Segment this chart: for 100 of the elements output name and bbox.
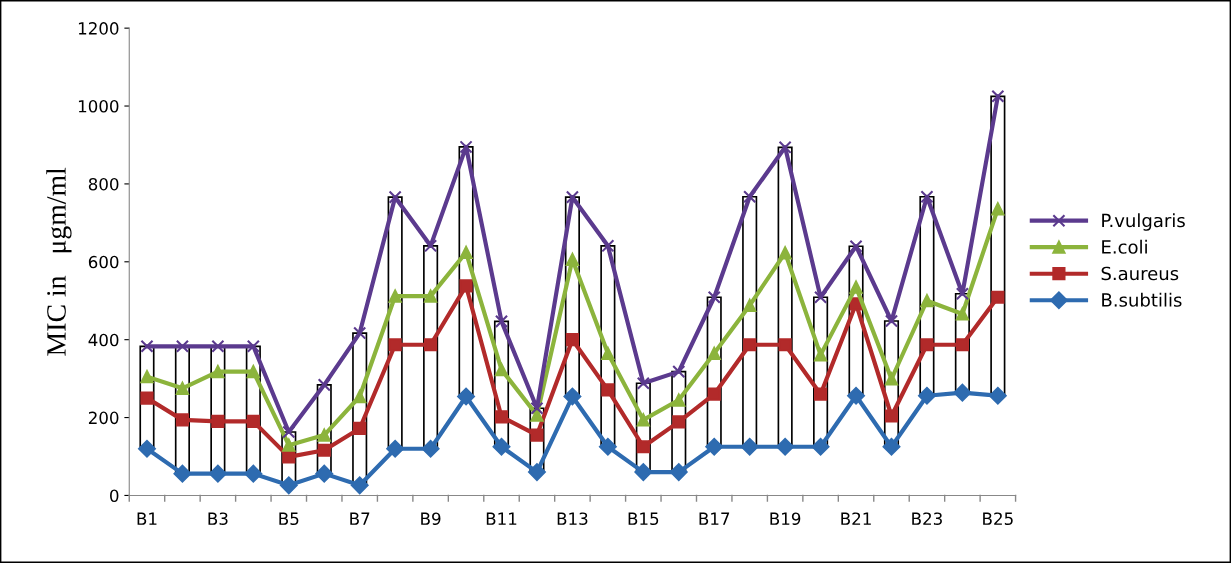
y-tick-label: 600 — [88, 255, 119, 269]
point — [317, 443, 331, 457]
x-tick-label: B13 — [557, 512, 588, 526]
point — [884, 314, 899, 328]
point — [315, 464, 334, 483]
point — [601, 383, 615, 397]
point — [669, 463, 688, 481]
point — [246, 339, 260, 353]
point — [175, 413, 190, 427]
point — [494, 410, 509, 424]
x-tick-label: B11 — [486, 512, 517, 525]
point — [707, 346, 721, 360]
point — [705, 437, 724, 456]
point — [636, 440, 650, 454]
point — [246, 365, 260, 379]
point — [920, 294, 934, 308]
point — [955, 307, 969, 321]
point — [211, 365, 225, 379]
x-tick-label: B23 — [912, 512, 942, 526]
point — [636, 376, 650, 390]
point — [884, 409, 899, 423]
x-tick-label: B3 — [208, 512, 228, 526]
point — [459, 279, 473, 293]
point — [565, 333, 580, 347]
point — [530, 428, 544, 442]
x-tick-label: B1 — [137, 512, 157, 525]
x-tick-label: B25 — [983, 512, 1013, 526]
point — [279, 476, 298, 495]
point — [778, 246, 792, 260]
point — [282, 438, 296, 452]
point — [601, 346, 615, 360]
point — [424, 338, 438, 352]
point — [778, 140, 792, 154]
point — [813, 348, 828, 362]
point — [459, 140, 473, 154]
point — [743, 190, 757, 204]
point — [494, 363, 509, 377]
point — [388, 289, 402, 303]
point — [991, 202, 1005, 216]
point — [421, 439, 440, 458]
point — [317, 378, 331, 392]
x-tick-label: B21 — [841, 512, 871, 525]
y-tick-label: 400 — [88, 333, 119, 347]
point — [955, 338, 969, 352]
point — [208, 464, 227, 483]
x-tick-label: B9 — [421, 512, 441, 526]
point — [849, 239, 863, 253]
x-tick-label: B19 — [770, 512, 801, 526]
x-tick-label: B15 — [628, 512, 659, 526]
point — [634, 463, 653, 481]
point — [317, 428, 331, 442]
point — [991, 89, 1005, 103]
point — [528, 463, 546, 481]
point — [601, 239, 615, 253]
point — [211, 414, 225, 429]
y-tick-label: 1200 — [78, 22, 119, 35]
point — [920, 338, 934, 352]
point — [173, 464, 192, 483]
point — [776, 437, 795, 456]
y-axis-title: MIC in μgm/ml — [46, 167, 72, 356]
point — [492, 437, 511, 456]
point — [140, 391, 154, 405]
point — [282, 425, 296, 439]
point — [175, 381, 190, 395]
point — [920, 190, 934, 204]
x-tick-label: B5 — [279, 512, 299, 526]
point — [353, 421, 367, 436]
point — [388, 190, 402, 204]
point — [565, 190, 580, 204]
point — [811, 437, 830, 456]
point — [849, 280, 863, 294]
point — [636, 413, 650, 427]
x-tick-label: B7 — [350, 512, 370, 525]
legend-label: B.subtilis — [1102, 292, 1182, 307]
point — [246, 414, 260, 429]
point — [140, 370, 154, 384]
point — [353, 326, 367, 340]
point — [388, 338, 402, 352]
point — [882, 437, 901, 456]
y-tick-label: 0 — [110, 489, 119, 503]
point — [955, 287, 969, 301]
point — [707, 387, 721, 401]
point — [563, 387, 582, 406]
point — [672, 393, 686, 407]
point — [740, 437, 759, 456]
point — [953, 383, 972, 402]
point — [350, 476, 369, 495]
point — [743, 298, 757, 312]
point — [813, 290, 828, 304]
y-tick-label: 800 — [88, 177, 119, 191]
point — [457, 387, 475, 406]
point — [988, 386, 1007, 405]
point — [175, 339, 190, 353]
point — [244, 464, 263, 483]
point — [778, 338, 792, 352]
point — [918, 386, 936, 405]
legend-label: E.coli — [1102, 239, 1147, 254]
point — [598, 437, 617, 456]
point — [494, 314, 509, 328]
point — [424, 239, 438, 253]
